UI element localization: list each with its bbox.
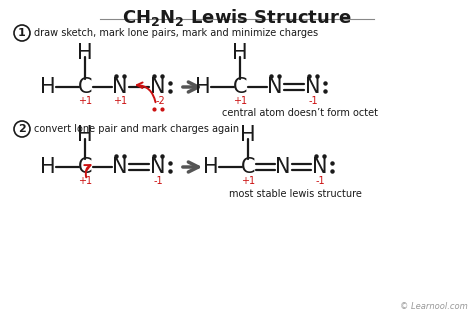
Text: draw sketch, mark lone pairs, mark and minimize charges: draw sketch, mark lone pairs, mark and m…: [34, 28, 318, 38]
Text: C: C: [78, 157, 92, 177]
Text: C: C: [78, 77, 92, 97]
Text: +1: +1: [78, 96, 92, 106]
Text: N: N: [312, 157, 328, 177]
Text: H: H: [195, 77, 211, 97]
Text: H: H: [203, 157, 219, 177]
Text: +1: +1: [78, 176, 92, 186]
Text: H: H: [77, 125, 93, 145]
Text: 2: 2: [18, 124, 26, 134]
Text: © Learnool.com: © Learnool.com: [400, 302, 468, 311]
Text: N: N: [305, 77, 321, 97]
Text: most stable lewis structure: most stable lewis structure: [228, 189, 362, 199]
Text: -1: -1: [308, 96, 318, 106]
Text: convert lone pair and mark charges again: convert lone pair and mark charges again: [34, 124, 239, 134]
Text: H: H: [40, 77, 56, 97]
Text: N: N: [150, 157, 166, 177]
Text: H: H: [77, 43, 93, 63]
Text: -2: -2: [155, 96, 165, 106]
Text: -1: -1: [315, 176, 325, 186]
Text: -1: -1: [153, 176, 163, 186]
Text: C: C: [241, 157, 255, 177]
Text: N: N: [275, 157, 291, 177]
Text: +1: +1: [113, 96, 127, 106]
Text: +1: +1: [233, 96, 247, 106]
Text: 1: 1: [18, 28, 26, 38]
Text: central atom doesn’t form octet: central atom doesn’t form octet: [222, 108, 378, 118]
Text: N: N: [267, 77, 283, 97]
Text: H: H: [40, 157, 56, 177]
Text: N: N: [150, 77, 166, 97]
Text: C: C: [233, 77, 247, 97]
Text: $\mathbf{CH_2N_2}$ Lewis Structure: $\mathbf{CH_2N_2}$ Lewis Structure: [122, 7, 352, 28]
Text: N: N: [112, 157, 128, 177]
Text: H: H: [232, 43, 248, 63]
Text: N: N: [112, 77, 128, 97]
Text: +1: +1: [241, 176, 255, 186]
Text: H: H: [240, 125, 256, 145]
